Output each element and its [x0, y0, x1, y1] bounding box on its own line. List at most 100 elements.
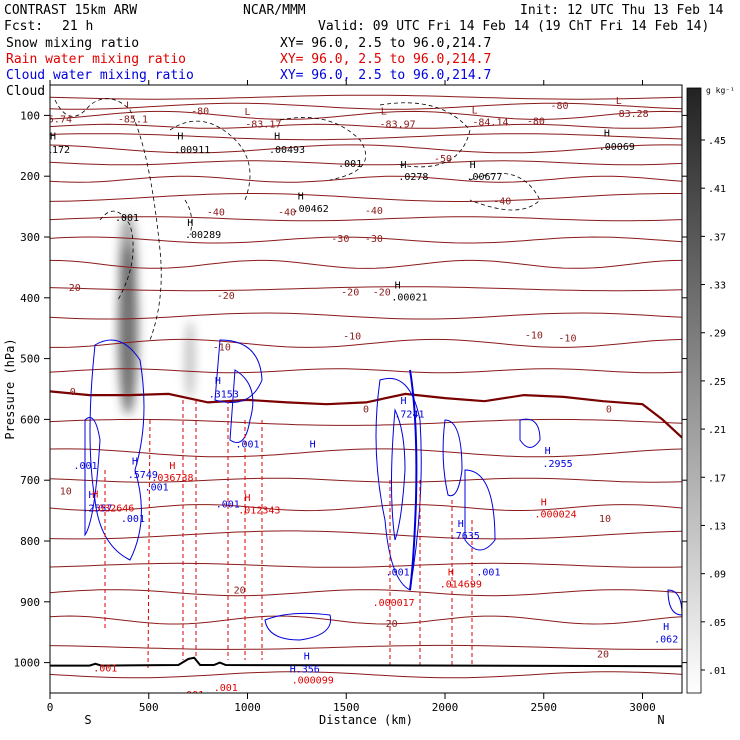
cloud-water-contours [84, 339, 682, 641]
extremum-label: H [274, 131, 280, 142]
extremum-label: .00289 [185, 230, 221, 241]
temperature-label: -20 [373, 288, 391, 299]
isotherm-line [50, 477, 682, 483]
colorbar-tick-label: .01 [708, 666, 726, 677]
temperature-label: -80 [551, 101, 569, 112]
extremum-label: H [298, 192, 304, 203]
zero-degree-isotherm [50, 390, 682, 439]
isotherm-line [50, 589, 682, 597]
extremum-label: .000024 [535, 510, 577, 521]
temperature-label: 0 [70, 387, 76, 398]
temperature-label: -40 [493, 197, 511, 208]
extremum-label: .0278 [398, 172, 428, 183]
y-tick-label: 1000 [14, 657, 41, 670]
colorbar-tick-label: .37 [708, 232, 726, 243]
extremum-label: .001 [180, 690, 204, 701]
extremum-label: H [458, 519, 464, 530]
fcst-value: 21 h [62, 19, 93, 34]
extremum-label: .3153 [209, 389, 239, 400]
colorbar-tick-label: .33 [708, 281, 726, 292]
extremum-label: H [663, 622, 669, 633]
extremum-label: -83.17 [245, 119, 281, 130]
terrain-line [50, 656, 682, 668]
extremum-label: .01172 [34, 145, 70, 156]
terrain-surface [50, 656, 682, 668]
extremum-label: .001 [93, 663, 117, 674]
extremum-label: .2557 [82, 504, 112, 515]
extremum-label: -83.28 [613, 109, 649, 120]
colorbar-tick-label: .05 [708, 618, 726, 629]
isotherm-line [50, 259, 682, 269]
temperature-label: -20 [341, 288, 359, 299]
extremum-label: H [470, 160, 476, 171]
extremum-label: H [169, 461, 175, 472]
x-axis-label: Distance (km) [319, 713, 413, 727]
colorbar-tick-label: .41 [708, 184, 726, 195]
isotherm-line [50, 160, 682, 166]
extremum-label: .001 [214, 683, 238, 694]
isotherm-line [50, 286, 682, 292]
colorbar-tick-label: .45 [708, 136, 726, 147]
extremum-label: H [545, 446, 551, 457]
field-name-2: Cloud water mixing ratio [6, 68, 194, 83]
colorbar-ticks: .45 .41 .37 .33 .29 .25 .21 .17 .13 .09 .05 .01 [701, 136, 726, 677]
extremum-label: -85.1 [118, 114, 148, 125]
colorbar [686, 87, 702, 694]
extremum-label: .00911 [174, 145, 210, 156]
temperature-label: -50 [434, 154, 452, 165]
endpoint-right: N [657, 713, 664, 727]
isotherm-line [50, 102, 682, 110]
extremum-label: .012343 [238, 505, 280, 516]
isotherm-line [50, 562, 682, 568]
extremum-label: .001 [121, 514, 145, 525]
temperature-contours [50, 94, 682, 679]
temperature-label: -20 [63, 283, 81, 294]
extremum-label: .001 [115, 213, 139, 224]
extremum-label: .001 [145, 482, 169, 493]
extremum-label: .000099 [292, 676, 334, 687]
extremum-label: .001 [461, 692, 485, 703]
plot-frame [49, 84, 683, 694]
extremum-label: L [244, 107, 250, 118]
colorbar-unit: g kg⁻¹ [706, 86, 735, 95]
extremum-label: L [472, 105, 478, 116]
isotherm-line [50, 193, 682, 202]
temperature-label: -30 [331, 234, 349, 245]
cloud-ice-contours [54, 98, 541, 341]
temperature-label: -40 [207, 207, 225, 218]
x-tick-label: 1000 [234, 701, 261, 714]
extremum-label: .036738 [151, 473, 193, 484]
extremum-label: H [604, 128, 610, 139]
colorbar-tick-label: .21 [708, 425, 726, 436]
extremum-label: H [401, 396, 407, 407]
extremum-label: H [88, 490, 94, 501]
x-tick-label: 2000 [432, 701, 459, 714]
y-tick-label: 700 [20, 474, 40, 487]
temperature-label: -40 [278, 207, 296, 218]
x-tick-label: 0 [47, 701, 54, 714]
extremum-label: .7635 [450, 531, 480, 542]
plot-background [50, 85, 682, 693]
contour-labels: -80 -80 -80 -50 -40 -40 -40 -40 -30 -30 -20 -20 -20 -… [34, 96, 678, 703]
extremum-label: H [541, 497, 547, 508]
extremum-label: H [215, 376, 221, 387]
model-title: CONTRAST 15km ARW [4, 3, 137, 18]
valid-time: Valid: 09 UTC Fri 14 Feb 14 (19 ChT Fri … [318, 19, 709, 34]
extremum-label: .7241 [394, 409, 424, 420]
field-name-0: Snow mixing ratio [6, 36, 139, 51]
y-tick-label: 100 [20, 109, 40, 122]
temperature-label: -10 [558, 333, 576, 344]
extremum-label: -83.97 [380, 119, 416, 130]
temperature-label: -10 [525, 330, 543, 341]
extremum-label: -84.14 [472, 117, 508, 128]
extremum-label: L [616, 96, 622, 107]
temperature-label: 10 [599, 514, 611, 525]
temperature-label: -30 [365, 234, 383, 245]
temperature-label: 20 [234, 586, 246, 597]
colorbar-tick-label: .17 [708, 473, 726, 484]
extremum-label: -85.74 [36, 114, 72, 125]
isotherm-line [50, 144, 682, 154]
x-axis: 0 500 1000 1500 2000 2500 3000 [47, 80, 656, 714]
extremum-label: .014699 [440, 580, 482, 591]
colorbar-tick-label: .29 [708, 329, 726, 340]
